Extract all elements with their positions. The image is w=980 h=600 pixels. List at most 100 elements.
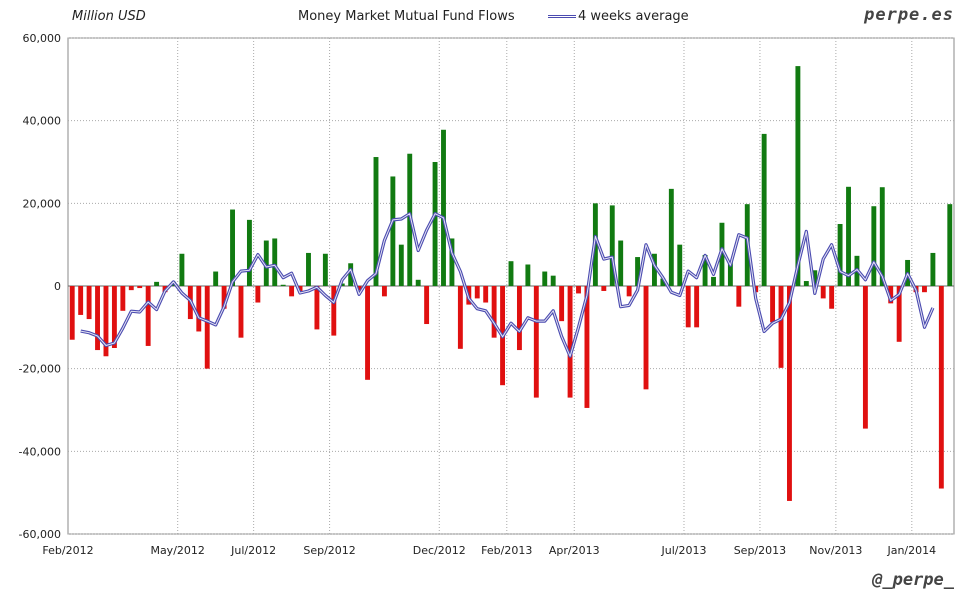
flow-bar <box>263 240 269 286</box>
flow-bar <box>660 278 666 286</box>
flow-bar <box>449 238 455 286</box>
flow-bar <box>289 286 295 297</box>
flow-bar <box>297 286 303 291</box>
flow-bar <box>120 286 126 311</box>
x-tick-label: Jan/2014 <box>886 544 936 557</box>
flow-bar <box>930 252 936 286</box>
flow-bar <box>255 286 261 303</box>
flow-bar <box>272 238 278 286</box>
flow-bar <box>879 187 885 286</box>
flow-bar <box>441 129 446 286</box>
legend-label: 4 weeks average <box>578 9 689 24</box>
x-tick-label: Nov/2013 <box>809 544 862 557</box>
flow-bar <box>862 286 868 429</box>
flow-bar <box>668 188 674 286</box>
x-tick-label: Feb/2013 <box>481 544 532 557</box>
axis-layer: 60,000 40,000 20,000 0 -20,000 -40,000 -60,000… <box>19 32 937 557</box>
flow-bar <box>550 275 556 286</box>
flow-bar <box>508 261 514 286</box>
x-tick-label: Jul/2013 <box>660 544 706 557</box>
flow-bar <box>103 286 109 357</box>
y-tick-label: 60,000 <box>23 32 62 45</box>
flow-bar <box>846 186 851 286</box>
flow-bar <box>474 286 480 299</box>
flow-bar <box>86 286 92 320</box>
flow-bar <box>69 286 75 340</box>
flow-bar <box>154 281 160 286</box>
flow-bar <box>778 286 784 368</box>
flow-bar <box>829 286 835 309</box>
flow-bar <box>542 271 548 286</box>
flow-bar <box>373 157 379 286</box>
y-tick-label: -40,000 <box>19 445 61 458</box>
flow-bar <box>238 286 244 338</box>
x-tick-label: Sep/2013 <box>734 544 786 557</box>
flow-bar <box>339 283 345 286</box>
flow-bar <box>221 286 227 309</box>
flow-bar <box>145 286 151 346</box>
flow-bar <box>491 286 497 338</box>
flow-bar <box>559 286 565 322</box>
flow-bar <box>787 286 792 501</box>
legend: 4 weeks average <box>548 9 689 24</box>
flow-bar <box>204 286 210 369</box>
flow-bar <box>812 270 818 286</box>
flow-bar <box>947 204 953 286</box>
flow-bar <box>483 286 489 303</box>
flow-bar <box>533 286 539 398</box>
flow-bar <box>390 176 396 286</box>
flow-bar <box>922 286 927 293</box>
flow-bar <box>871 206 877 286</box>
flow-bar <box>246 219 252 286</box>
flow-bar <box>618 240 624 286</box>
flow-bar <box>795 66 801 287</box>
flow-bar <box>837 224 843 286</box>
x-tick-label: May/2012 <box>150 544 204 557</box>
flow-bar <box>702 255 708 286</box>
flow-bar <box>711 276 716 286</box>
flow-bar <box>719 222 725 286</box>
flow-bar <box>820 286 826 299</box>
flow-bar <box>381 286 387 297</box>
flow-bar <box>803 281 809 286</box>
y-tick-label: 40,000 <box>23 115 62 128</box>
line-layer <box>80 212 935 358</box>
y-axis-unit-label: Million USD <box>72 9 146 24</box>
flow-bar <box>78 286 84 315</box>
flow-bar <box>365 286 370 380</box>
chart-title: Money Market Mutual Fund Flows <box>298 9 515 24</box>
x-tick-label: Feb/2012 <box>42 544 93 557</box>
flow-bar <box>938 286 944 489</box>
legend-line-swatch <box>548 15 576 18</box>
flow-bar <box>727 261 733 286</box>
flow-bar <box>525 264 531 286</box>
flow-bar <box>888 286 894 304</box>
flow-bar <box>576 286 581 294</box>
flow-bar <box>95 286 100 351</box>
flow-bar <box>761 133 767 286</box>
flow-bar <box>609 205 615 286</box>
flow-bar <box>213 271 219 286</box>
flow-bar <box>677 244 683 286</box>
flow-bar <box>306 252 311 286</box>
flow-bar <box>652 253 657 286</box>
flow-bar <box>736 286 742 307</box>
flow-bar <box>128 286 134 291</box>
flow-bar <box>635 257 641 286</box>
y-tick-label: -20,000 <box>19 363 61 376</box>
flow-bar <box>584 286 590 408</box>
flow-bar <box>432 162 438 286</box>
flow-bar <box>770 286 776 323</box>
average-line-inner <box>80 213 934 357</box>
flow-bar <box>643 286 649 390</box>
flow-bar <box>314 286 320 330</box>
flow-bar <box>516 286 522 351</box>
x-tick-label: Jul/2012 <box>230 544 276 557</box>
flow-bar <box>179 253 185 286</box>
flow-bar <box>457 286 463 349</box>
flow-bar <box>415 279 421 286</box>
brand-watermark: perpe.es <box>864 5 954 25</box>
author-handle: @_perpe_ <box>872 570 954 590</box>
x-tick-label: Apr/2013 <box>549 544 600 557</box>
